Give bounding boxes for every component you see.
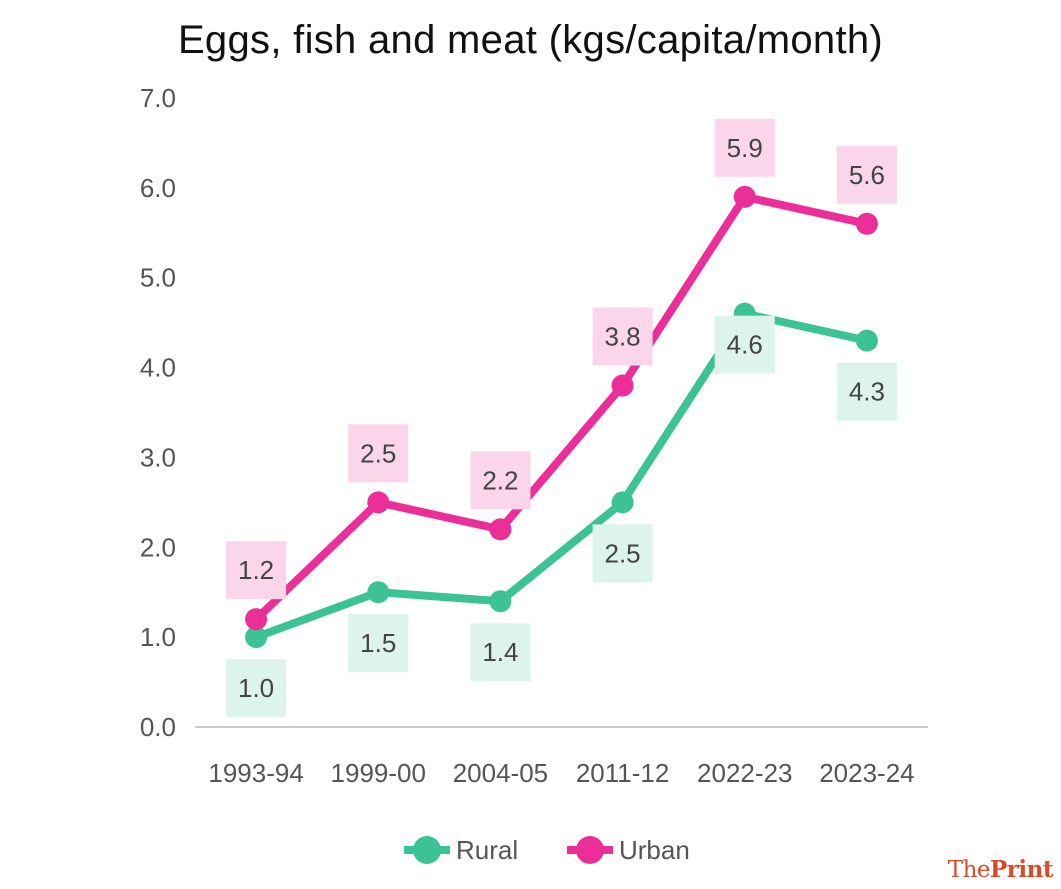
urban-data-label: 2.2 xyxy=(482,465,518,495)
rural-legend-label: Rural xyxy=(456,835,518,865)
urban-legend-marker xyxy=(576,836,604,864)
chart-title: Eggs, fish and meat (kgs/capita/month) xyxy=(177,18,884,62)
urban-point xyxy=(367,491,390,514)
series-layer xyxy=(245,185,878,649)
urban-data-label: 3.8 xyxy=(605,322,641,352)
y-tick-label: 1.0 xyxy=(140,622,176,652)
rural-data-label: 4.6 xyxy=(727,330,763,360)
x-tick-label: 2023-24 xyxy=(819,758,914,788)
x-tick-label: 1999-00 xyxy=(331,758,426,788)
y-axis: 0.0 1.0 2.0 3.0 4.0 5.0 6.0 7.0 xyxy=(140,83,176,742)
rural-data-label: 4.3 xyxy=(849,377,885,407)
y-tick-label: 5.0 xyxy=(140,263,176,293)
urban-data-label-bg xyxy=(714,118,775,177)
logo-print: Print xyxy=(990,856,1054,883)
data-labels: 1.0 1.5 1.4 2.5 4.6 4.3 1.2 2.5 2.2 3.8 5.9 5.6 xyxy=(226,118,897,718)
x-tick-label: 1993-94 xyxy=(208,758,303,788)
y-tick-label: 4.0 xyxy=(140,353,176,383)
urban-data-label: 5.6 xyxy=(849,160,885,190)
urban-data-label-bg xyxy=(226,541,287,600)
urban-point xyxy=(611,374,634,397)
rural-data-label-bg xyxy=(348,614,409,673)
rural-point xyxy=(367,581,390,604)
urban-point xyxy=(245,608,268,631)
y-tick-label: 0.0 xyxy=(140,712,176,742)
urban-data-label-bg xyxy=(836,145,897,204)
y-tick-label: 3.0 xyxy=(140,442,176,472)
rural-data-label-bg xyxy=(592,524,653,583)
urban-data-label-bg xyxy=(470,451,531,510)
urban-point xyxy=(489,518,512,541)
rural-legend-marker xyxy=(413,836,441,864)
rural-point xyxy=(855,329,878,352)
logo-the: The xyxy=(947,857,991,883)
x-tick-label: 2004-05 xyxy=(453,758,548,788)
rural-series-line xyxy=(252,309,871,642)
x-tick-label: 2022-23 xyxy=(697,758,792,788)
x-axis: 1993-94 1999-00 2004-05 2011-12 2022-23 2023-… xyxy=(195,726,928,788)
urban-data-label: 5.9 xyxy=(727,133,763,163)
rural-data-label-bg xyxy=(470,623,531,682)
urban-point xyxy=(733,185,756,208)
y-tick-label: 2.0 xyxy=(140,532,176,562)
rural-data-label-bg xyxy=(836,362,897,421)
legend: Rural Urban xyxy=(404,835,690,865)
rural-point xyxy=(245,626,268,649)
urban-data-label: 1.2 xyxy=(238,555,274,585)
y-tick-label: 6.0 xyxy=(140,173,176,203)
rural-data-label-bg xyxy=(226,659,287,718)
urban-point xyxy=(855,212,878,235)
rural-point xyxy=(611,491,634,514)
urban-series-line xyxy=(252,192,871,624)
rural-data-label: 2.5 xyxy=(605,538,641,568)
rural-data-label: 1.4 xyxy=(482,637,518,667)
rural-point xyxy=(489,590,512,613)
urban-data-label-bg xyxy=(348,424,409,483)
rural-data-label: 1.5 xyxy=(360,628,396,658)
rural-data-label: 1.0 xyxy=(238,673,274,703)
theprint-logo: ThePrint xyxy=(947,856,1054,883)
urban-data-label: 2.5 xyxy=(360,438,396,468)
y-tick-label: 7.0 xyxy=(140,83,176,113)
urban-data-label-bg xyxy=(592,307,653,366)
urban-legend-label: Urban xyxy=(619,835,690,865)
x-tick-label: 2011-12 xyxy=(576,758,670,788)
rural-data-label-bg xyxy=(714,315,775,374)
